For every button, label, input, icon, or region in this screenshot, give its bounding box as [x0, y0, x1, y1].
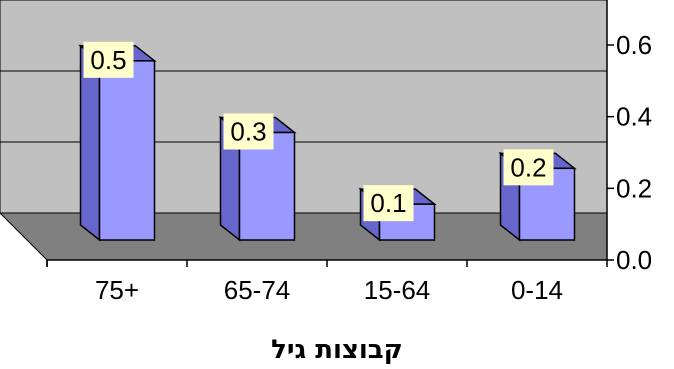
data-label-box	[223, 113, 274, 150]
category-label: 65-74	[224, 275, 291, 305]
data-label: 0.1	[370, 188, 406, 218]
x-axis-title: קבוצות גיל	[271, 335, 403, 365]
bars	[78, 44, 577, 242]
y-tick-label: 0.4	[616, 102, 652, 132]
bar-65-74	[238, 131, 296, 241]
data-label-box	[503, 149, 554, 186]
data-label: 0.5	[90, 45, 126, 75]
data-label: 0.2	[510, 152, 546, 182]
category-label: 15-64	[364, 275, 431, 305]
data-labels: 0.2 0.1 0.3 0.5	[83, 41, 554, 222]
data-label-box	[363, 185, 414, 222]
y-axis: 0.0 0.2 0.4 0.6	[606, 0, 652, 275]
category-label: 75+	[95, 275, 139, 305]
data-label-box	[83, 41, 134, 78]
category-labels: 0-14 15-64 65-74 75+	[95, 275, 563, 305]
y-tick-label: 0.6	[616, 30, 652, 60]
bar-75+	[98, 60, 156, 241]
x-axis	[46, 259, 608, 267]
y-tick-label: 0.2	[616, 173, 652, 203]
category-label: 0-14	[511, 275, 563, 305]
y-tick-label: 0.0	[616, 245, 652, 275]
data-label: 0.3	[230, 117, 266, 147]
